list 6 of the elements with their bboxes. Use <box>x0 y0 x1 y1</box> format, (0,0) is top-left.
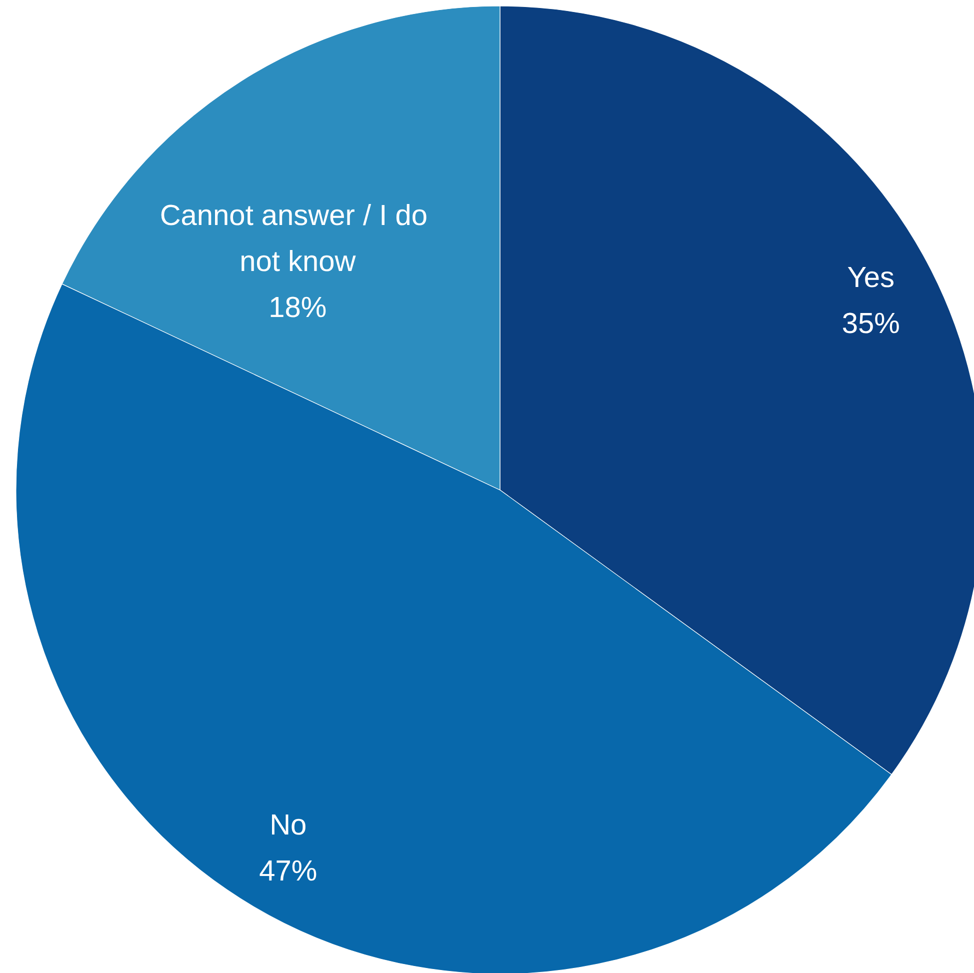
slice-label: No <box>270 809 307 842</box>
slice-label: Yes <box>847 262 895 294</box>
slice-label: Cannot answer / I do not know <box>160 200 436 278</box>
data-label: 18% <box>268 292 327 324</box>
data-label: 35% <box>842 308 900 340</box>
data-label: 47% <box>259 855 318 888</box>
